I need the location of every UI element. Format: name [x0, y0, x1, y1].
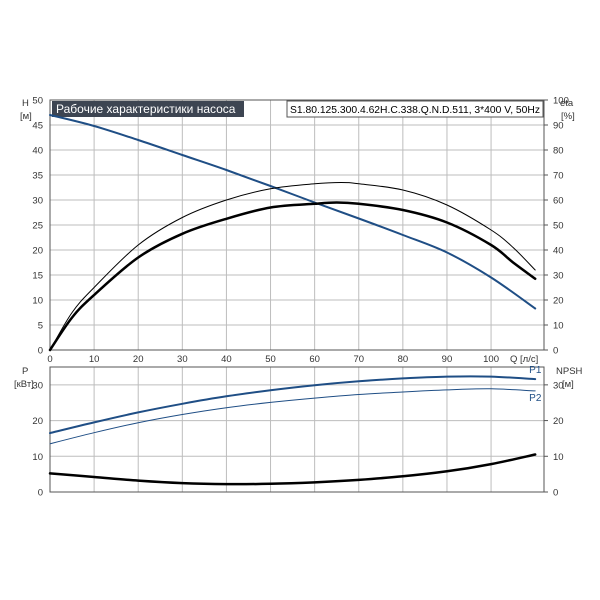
- y-axis-label-npsh-unit: [м]: [562, 379, 574, 390]
- y-axis-label-power-unit: [кВт]: [14, 379, 34, 390]
- y-tick-label-eta: 30: [553, 271, 564, 282]
- y-tick-label-head: 10: [32, 296, 43, 307]
- y-tick-label-eta: 60: [553, 196, 564, 207]
- y-tick-label-eta: 70: [553, 171, 564, 182]
- chart-title: Рабочие характеристики насоса: [56, 102, 236, 116]
- curve-eta_1: [49, 181, 536, 351]
- y-tick-label-eta: 50: [553, 221, 564, 232]
- y-tick-label-eta: 10: [553, 321, 564, 332]
- bottom-chart-ticks: 0 10 20 30 0 10 20 30: [32, 380, 563, 498]
- series-label-p1: P1: [529, 365, 542, 376]
- curve-npsh: [48, 453, 537, 486]
- curve-p1: [49, 375, 537, 435]
- y-tick-label-head: 20: [32, 246, 43, 257]
- y-tick-label-head: 5: [38, 321, 43, 332]
- y-tick-label-eta: 0: [553, 346, 558, 357]
- x-tick-label: 60: [309, 354, 320, 365]
- y-tick-label-head: 45: [32, 121, 43, 132]
- x-tick-label: 80: [398, 354, 409, 365]
- x-tick-label: 20: [133, 354, 144, 365]
- x-tick-label: 100: [483, 354, 499, 365]
- y-tick-label-head: 25: [32, 221, 43, 232]
- curve-head: [49, 114, 537, 310]
- y-tick-label-head: 30: [32, 196, 43, 207]
- x-tick-label: 50: [265, 354, 276, 365]
- y-axis-label-power-name: P: [22, 366, 28, 377]
- y-tick-label-power: 0: [38, 488, 43, 499]
- pump-model-box: [286, 100, 544, 118]
- y-tick-label-npsh: 0: [553, 488, 558, 499]
- x-tick-label: 40: [221, 354, 232, 365]
- y-axis-label-head-unit: [м]: [20, 111, 32, 122]
- x-tick-label: 90: [442, 354, 453, 365]
- x-tick-label: 10: [89, 354, 100, 365]
- y-tick-label-head: 35: [32, 171, 43, 182]
- y-tick-label-npsh: 20: [553, 416, 564, 427]
- y-tick-label-npsh: 30: [553, 380, 564, 391]
- y-tick-label-eta: 100: [553, 96, 569, 107]
- y-tick-label-eta: 20: [553, 296, 564, 307]
- y-tick-label-head: 50: [32, 96, 43, 107]
- top-chart-grid: [49, 99, 544, 351]
- y-tick-label-head: 15: [32, 271, 43, 282]
- y-tick-label-power: 30: [32, 380, 43, 391]
- y-axis-label-npsh-name: NPSH: [556, 366, 583, 377]
- x-tick-label: 0: [47, 354, 52, 365]
- x-axis-label-flow: Q [л/с]: [510, 354, 538, 365]
- y-tick-label-head: 0: [38, 346, 43, 357]
- y-tick-label-power: 20: [32, 416, 43, 427]
- y-tick-label-npsh: 10: [553, 452, 564, 463]
- y-axis-label-eta-unit: [%]: [561, 111, 575, 122]
- series-label-p2: P2: [529, 393, 542, 404]
- curve-p2: [49, 388, 536, 445]
- top-chart-series: [48, 114, 537, 352]
- y-tick-label-eta: 80: [553, 146, 564, 157]
- y-axis-label-eta-name: eta: [560, 98, 574, 109]
- y-tick-label-eta: 90: [553, 121, 564, 132]
- bottom-chart-grid: [49, 367, 544, 493]
- y-tick-label-head: 40: [32, 146, 43, 157]
- x-tick-label: 70: [353, 354, 364, 365]
- curve-eta_2: [48, 201, 537, 352]
- y-tick-label-power: 10: [32, 452, 43, 463]
- chart-title-box: [52, 101, 244, 117]
- bottom-chart-frame: [49, 366, 545, 493]
- top-chart-ticks: 0 10 20 30 40 50 60 70 80 90 100051015202530354045…: [32, 96, 568, 366]
- bottom-chart-series: P1 P2: [48, 365, 542, 486]
- y-axis-label-head-name: H: [22, 98, 29, 109]
- pump-model-label: S1.80.125.300.4.62H.C.338.Q.N.D.511, 3*4…: [290, 105, 540, 116]
- x-tick-label: 30: [177, 354, 188, 365]
- y-tick-label-eta: 40: [553, 246, 564, 257]
